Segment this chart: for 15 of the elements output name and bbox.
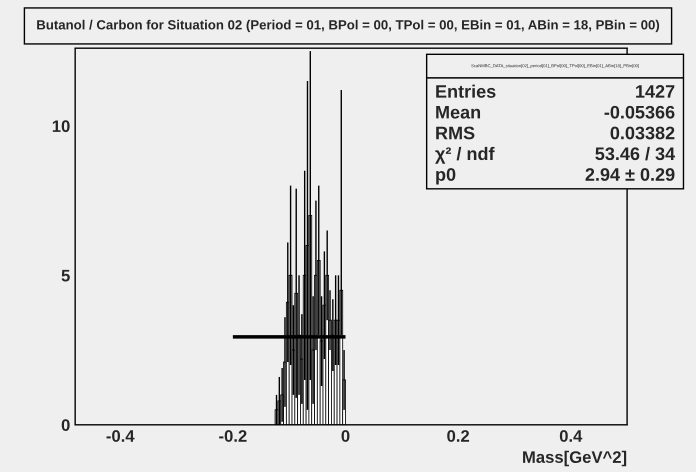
x-tick-label: 0.4 — [560, 430, 582, 442]
x-tick-label: 0 — [342, 430, 350, 442]
x-tick-label: -0.2 — [219, 430, 247, 442]
x-tick-label: -0.4 — [106, 430, 134, 442]
y-tick-label: 0 — [62, 419, 70, 432]
text: χ² / ndf 53.46 / 34 — [435, 146, 676, 164]
text: Entries 1427 — [436, 84, 674, 98]
y-tick-label: 10 — [52, 120, 70, 132]
y-tick-label: 5 — [62, 270, 70, 282]
chart-title: Butanol / Carbon for Situation 02 (Period = 01, BPol = 00, TPol = 00, EBin = 01, ABin = 18, PBin = 00) — [37, 20, 660, 32]
text: p0 2.94 ± 0.29 — [436, 168, 674, 184]
text: RMS 0.03382 — [436, 126, 674, 140]
text: Mean -0.05366 — [436, 106, 674, 119]
x-tick-label: 0.2 — [447, 430, 470, 442]
x-axis-title: Mass[GeV^2] — [523, 450, 626, 466]
